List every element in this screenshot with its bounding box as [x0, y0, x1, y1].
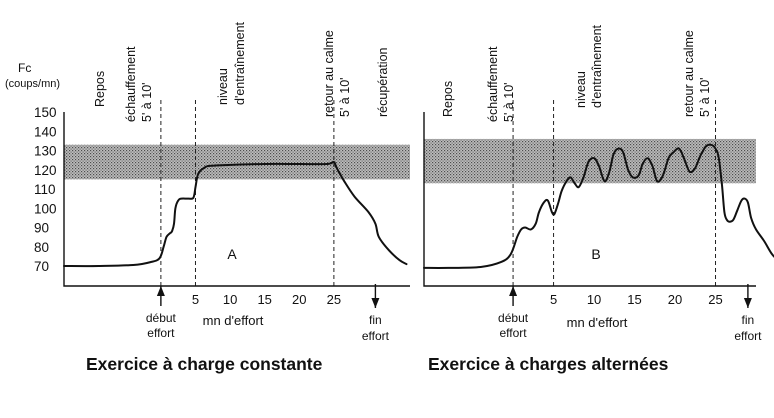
end-marker: fin effort [734, 284, 762, 343]
start-marker-line2: effort [147, 326, 175, 340]
x-tick-label: 10 [223, 292, 237, 307]
start-arrowhead-icon [156, 286, 165, 296]
end-marker-line2: effort [734, 329, 762, 343]
phase-label-echauffement: échauffement [486, 46, 500, 122]
end-marker-line1: fin [742, 313, 755, 327]
phase-sub-niveau: d'entraînement [590, 24, 604, 108]
start-marker-line2: effort [500, 326, 528, 340]
y-tick-label: 110 [34, 182, 56, 197]
panel-label: A [227, 246, 237, 262]
panel-b: Repos échauffement 5' à 10' niveau d'ent… [423, 24, 774, 374]
start-marker-line1: début [498, 311, 529, 325]
target-zone [64, 144, 410, 180]
end-arrowhead-icon [371, 298, 380, 308]
x-tick-label: 20 [292, 292, 306, 307]
phase-sub-echauffement: 5' à 10' [140, 82, 154, 122]
phase-sub-retour: 5' à 10' [698, 77, 712, 117]
x-tick-label: 25 [327, 292, 341, 307]
end-marker: fin effort [362, 284, 390, 343]
start-marker: début effort [498, 286, 529, 340]
axes [423, 112, 756, 287]
phase-label-recuperation: récupération [376, 47, 390, 117]
phase-labels: Repos échauffement 5' à 10' niveau d'ent… [441, 24, 712, 122]
panel-a: Fc (coups/mn) 70 80 90 100 110 120 130 140 150 R… [5, 21, 410, 374]
phase-label-niveau: niveau [574, 71, 588, 108]
phase-label-niveau: niveau [216, 68, 230, 105]
end-marker-line2: effort [362, 329, 390, 343]
x-tick-label: 25 [708, 292, 722, 307]
caption: Exercice à charges alternées [428, 354, 669, 374]
phase-boundaries [512, 100, 717, 286]
end-marker-line1: fin [369, 313, 382, 327]
y-tick-label: 90 [34, 221, 49, 236]
y-tick-label: 120 [34, 163, 57, 178]
phase-label-retour: retour au calme [682, 30, 696, 117]
phase-label-repos: Repos [93, 71, 107, 107]
phase-boundaries [160, 100, 335, 286]
phase-sub-echauffement: 5' à 10' [502, 82, 516, 122]
x-tick-label: 15 [627, 292, 641, 307]
phase-label-echauffement: échauffement [124, 46, 138, 122]
x-tick-label: 5 [550, 292, 557, 307]
start-arrowhead-icon [509, 286, 518, 296]
y-tick-label: 130 [34, 144, 57, 159]
panel-label: B [591, 246, 600, 262]
y-axis-title: Fc [18, 61, 31, 75]
x-tick-label: 15 [257, 292, 271, 307]
phase-sub-retour: 5' à 10' [338, 77, 352, 117]
x-axis-label: mn d'effort [567, 315, 628, 330]
x-tick-label: 5 [192, 292, 199, 307]
phase-label-repos: Repos [441, 81, 455, 117]
caption: Exercice à charge constante [86, 354, 323, 374]
end-arrowhead-icon [743, 298, 752, 308]
y-tick-label: 80 [34, 240, 49, 255]
heart-rate-curve [63, 160, 408, 268]
y-tick-label: 140 [34, 124, 57, 139]
x-tick-label: 20 [668, 292, 682, 307]
phase-labels: Repos échauffement 5' à 10' niveau d'ent… [93, 21, 390, 122]
y-axis-unit: (coups/mn) [5, 78, 60, 90]
x-tick-labels: 5 10 15 20 25 [192, 292, 341, 307]
start-marker-line1: début [146, 311, 177, 325]
x-tick-label: 10 [587, 292, 601, 307]
phase-sub-niveau: d'entraînement [233, 21, 247, 105]
y-tick-label: 150 [34, 105, 57, 120]
axes [63, 112, 410, 287]
x-tick-labels: 5 10 15 20 25 [550, 292, 723, 307]
y-tick-labels: 70 80 90 100 110 120 130 140 150 [34, 105, 57, 274]
y-tick-label: 70 [34, 259, 49, 274]
x-axis-label: mn d'effort [203, 313, 264, 328]
y-tick-label: 100 [34, 201, 57, 216]
phase-label-retour: retour au calme [322, 30, 336, 117]
heart-rate-curve [423, 143, 774, 269]
start-marker: début effort [146, 286, 177, 340]
